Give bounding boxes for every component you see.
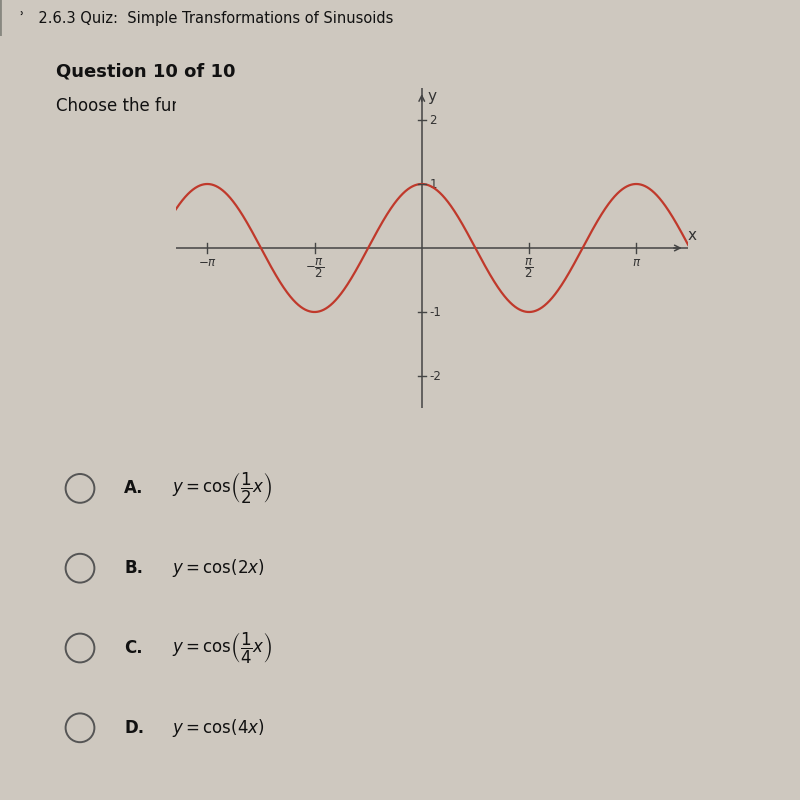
Text: 1: 1 [430,178,437,190]
Text: $\pi$: $\pi$ [632,256,641,270]
Text: D.: D. [124,718,144,737]
Text: 2: 2 [430,114,437,126]
Text: -2: -2 [430,370,441,382]
Text: $-\pi$: $-\pi$ [198,256,217,270]
Text: y: y [427,90,436,104]
Text: B.: B. [124,559,143,578]
Text: A.: A. [124,479,143,498]
Text: $y = \cos\!\left(\dfrac{1}{2}x\right)$: $y = \cos\!\left(\dfrac{1}{2}x\right)$ [172,470,273,506]
Text: $y = \cos(2x)$: $y = \cos(2x)$ [172,557,265,579]
Text: Choose the function whose graph is given by:: Choose the function whose graph is given… [56,97,434,115]
Text: $-\dfrac{\pi}{2}$: $-\dfrac{\pi}{2}$ [305,256,324,280]
Text: Question 10 of 10: Question 10 of 10 [56,62,235,81]
Text: $\dfrac{\pi}{2}$: $\dfrac{\pi}{2}$ [524,256,534,280]
Text: C.: C. [124,639,142,657]
Text: ʾ   2.6.3 Quiz:  Simple Transformations of Sinusoids: ʾ 2.6.3 Quiz: Simple Transformations of … [20,10,394,26]
Text: x: x [688,228,697,243]
Text: $y = \cos(4x)$: $y = \cos(4x)$ [172,717,265,739]
Text: $y = \cos\!\left(\dfrac{1}{4}x\right)$: $y = \cos\!\left(\dfrac{1}{4}x\right)$ [172,630,273,666]
Text: -1: -1 [430,306,441,318]
